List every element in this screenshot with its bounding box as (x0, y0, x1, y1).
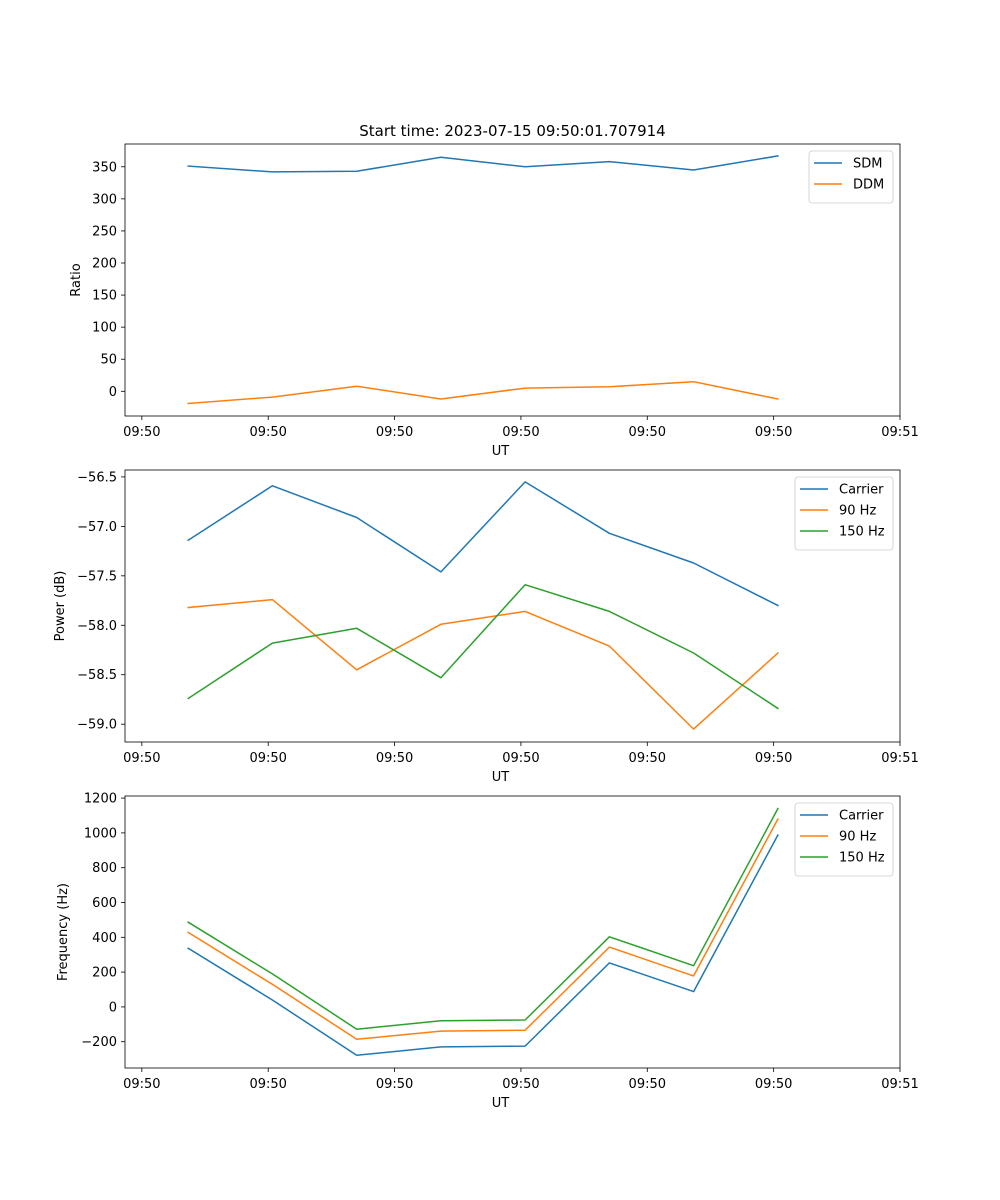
x-tick-label: 09:50 (755, 425, 792, 440)
y-axis-label: Frequency (Hz) (56, 883, 71, 981)
legend-label: 90 Hz (839, 504, 876, 519)
legend-label: Carrier (839, 809, 884, 824)
panel-2: 09:50 09:50 09:50 09:50 09:50 09:50 09:51 −59.0… (53, 469, 919, 785)
y-tick-label: 150 (92, 289, 117, 304)
x-axis-label: UT (492, 770, 510, 785)
y-tick-label: 350 (92, 160, 117, 175)
y-tick-label: −57.0 (77, 520, 117, 535)
x-tick-label: 09:50 (376, 1077, 413, 1092)
x-tick-label: 09:51 (881, 1077, 918, 1092)
legend-label: SDM (853, 157, 882, 172)
series-line-150-hz (187, 583, 779, 710)
axes-frame (124, 143, 901, 417)
series-line-ddm (187, 380, 779, 405)
x-axis-label: UT (492, 1096, 510, 1111)
legend-box (808, 150, 894, 204)
y-tick-label: −58.0 (77, 619, 117, 634)
series-line-90-hz (187, 817, 779, 1041)
x-tick-label: 09:50 (502, 425, 539, 440)
series-line-150-hz (187, 807, 779, 1030)
legend: Carrier 90 Hz 150 Hz (794, 802, 894, 877)
x-tick-label: 09:50 (249, 425, 286, 440)
legend-label: 150 Hz (839, 851, 885, 866)
series-line-90-hz (187, 598, 779, 730)
panel-3: 09:50 09:50 09:50 09:50 09:50 09:50 09:51 −200 0… (56, 792, 919, 1111)
y-tick-label: 800 (92, 861, 117, 876)
x-tick-label: 09:50 (629, 1077, 666, 1092)
x-tick-label: 09:50 (502, 1077, 539, 1092)
y-tick-label: 1000 (84, 826, 117, 841)
y-tick-label: −58.5 (77, 668, 117, 683)
panels: 09:50 09:50 09:50 09:50 09:50 09:50 09:51 0 50 10… (53, 143, 919, 1111)
axes-frame (124, 795, 901, 1069)
y-tick-label: −59.0 (77, 718, 117, 733)
x-tick-label: 09:51 (881, 751, 918, 766)
axes-frame (124, 469, 901, 743)
legend: SDM DDM (808, 150, 894, 204)
x-tick-label: 09:50 (629, 751, 666, 766)
legend-label: DDM (853, 178, 884, 193)
legend: Carrier 90 Hz 150 Hz (794, 476, 894, 551)
y-tick-label: 100 (92, 321, 117, 336)
x-axis-label: UT (492, 444, 510, 459)
y-tick-label: 200 (92, 966, 117, 981)
y-axis-label: Ratio (69, 263, 84, 296)
panel-1: 09:50 09:50 09:50 09:50 09:50 09:50 09:51 0 50 10… (69, 143, 919, 459)
x-tick-label: 09:50 (755, 1077, 792, 1092)
series-line-carrier (187, 481, 779, 607)
x-tick-label: 09:50 (123, 1077, 160, 1092)
y-tick-label: 200 (92, 257, 117, 272)
legend-label: 90 Hz (839, 830, 876, 845)
x-tick-label: 09:50 (376, 425, 413, 440)
series-line-carrier (187, 833, 779, 1057)
y-tick-label: 0 (109, 1000, 117, 1015)
y-tick-label: 250 (92, 224, 117, 239)
y-tick-label: −200 (81, 1035, 117, 1050)
x-tick-label: 09:50 (123, 425, 160, 440)
y-tick-label: 0 (109, 385, 117, 400)
x-tick-label: 09:50 (755, 751, 792, 766)
y-axis-label: Power (dB) (53, 571, 68, 642)
y-tick-label: 300 (92, 192, 117, 207)
y-tick-label: 400 (92, 931, 117, 946)
y-tick-label: −57.5 (77, 569, 117, 584)
x-tick-label: 09:50 (502, 751, 539, 766)
legend-label: Carrier (839, 483, 884, 498)
x-tick-label: 09:50 (249, 751, 286, 766)
y-tick-label: 1200 (84, 792, 117, 807)
x-tick-label: 09:50 (376, 751, 413, 766)
y-tick-label: 50 (100, 353, 117, 368)
x-tick-label: 09:51 (881, 425, 918, 440)
x-tick-label: 09:50 (249, 1077, 286, 1092)
figure-title: Start time: 2023-07-15 09:50:01.707914 (359, 122, 665, 140)
x-tick-label: 09:50 (123, 751, 160, 766)
y-tick-label: 600 (92, 896, 117, 911)
series-line-sdm (187, 155, 779, 173)
x-tick-label: 09:50 (629, 425, 666, 440)
y-tick-label: −56.5 (77, 470, 117, 485)
legend-label: 150 Hz (839, 525, 885, 540)
